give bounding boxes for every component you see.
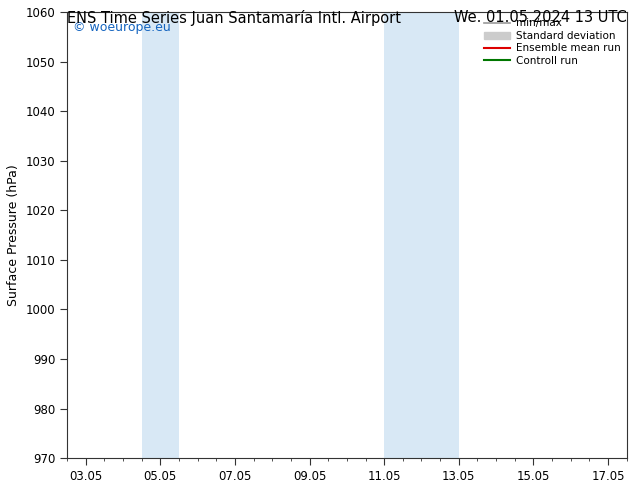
Text: We. 01.05.2024 13 UTC: We. 01.05.2024 13 UTC bbox=[454, 10, 626, 25]
Bar bbox=[384, 12, 459, 458]
Text: ENS Time Series Juan Santamaría Intl. Airport: ENS Time Series Juan Santamaría Intl. Ai… bbox=[67, 10, 401, 26]
Legend: min/max, Standard deviation, Ensemble mean run, Controll run: min/max, Standard deviation, Ensemble me… bbox=[481, 15, 624, 69]
Text: © woeurope.eu: © woeurope.eu bbox=[73, 21, 171, 34]
Y-axis label: Surface Pressure (hPa): Surface Pressure (hPa) bbox=[7, 164, 20, 306]
Bar bbox=[141, 12, 179, 458]
